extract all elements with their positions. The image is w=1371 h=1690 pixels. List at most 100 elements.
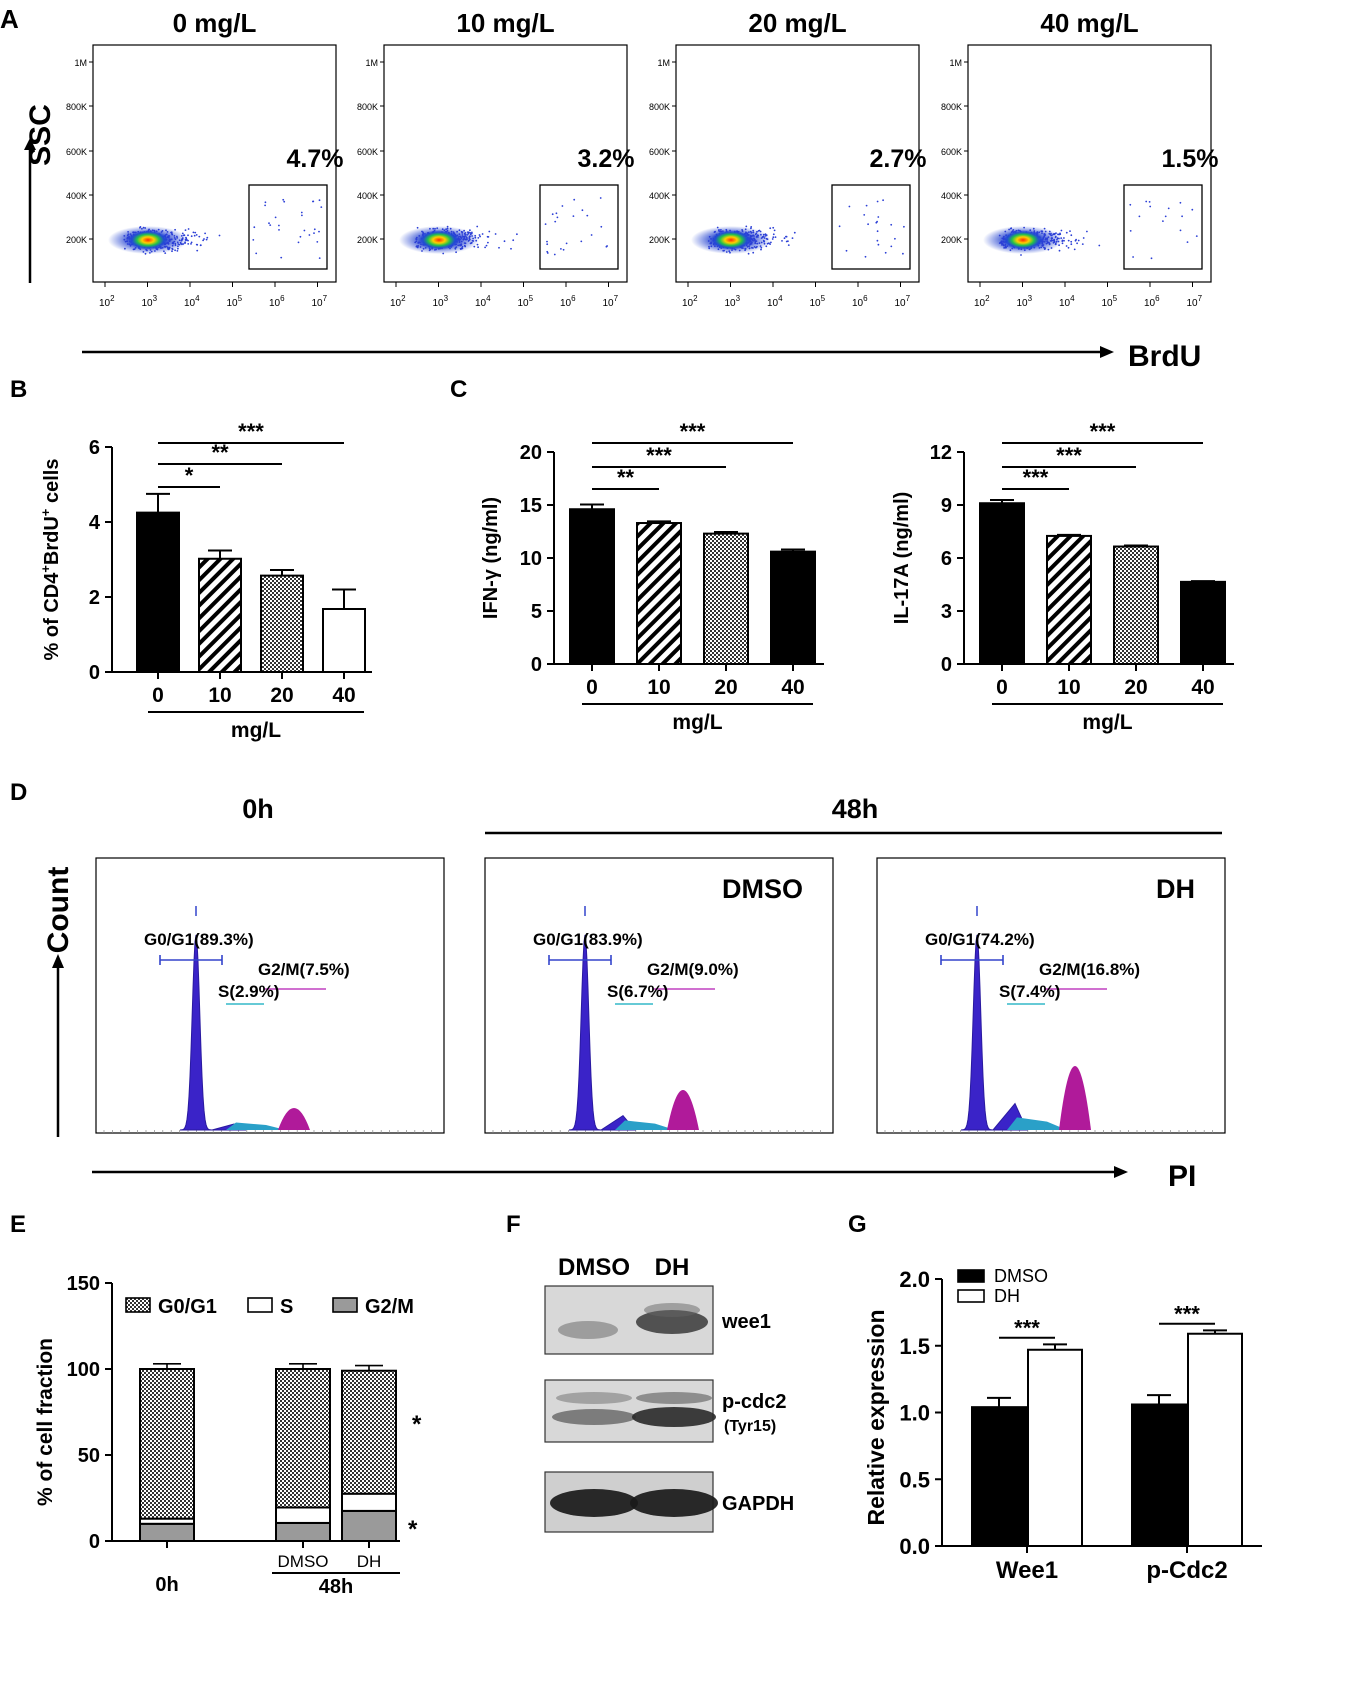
flow-event-dot bbox=[126, 240, 129, 243]
flow-gate-dot bbox=[320, 206, 323, 209]
flow-gate-dot bbox=[1164, 215, 1167, 218]
flow-event-dot bbox=[498, 246, 500, 249]
flow-event-dot bbox=[787, 244, 790, 247]
flow-event-dot bbox=[1054, 236, 1057, 239]
flow-event-dot bbox=[720, 229, 722, 231]
flow-event-dot bbox=[785, 235, 788, 238]
flow-gate bbox=[831, 184, 911, 270]
panel-d-ylabel: Count bbox=[42, 867, 75, 954]
flow-gate-dot bbox=[1181, 215, 1183, 218]
flow-event-dot bbox=[762, 233, 765, 236]
flow-event-dot bbox=[760, 246, 763, 249]
flow-x-tick-label: 103 bbox=[725, 294, 741, 309]
flow-event-dot bbox=[139, 226, 141, 229]
flow-event-dot bbox=[471, 235, 473, 237]
flow-event-dot bbox=[1040, 246, 1043, 249]
bar bbox=[1131, 1403, 1187, 1547]
flow-event-dot bbox=[750, 226, 753, 228]
y-axis-title: IL-17A (ng/ml) bbox=[891, 492, 913, 625]
flow-event-dot bbox=[126, 243, 129, 245]
flow-event-dot bbox=[774, 236, 777, 239]
flow-event-dot bbox=[791, 237, 794, 240]
flow-event-dot bbox=[708, 247, 711, 250]
flow-event-dot bbox=[1067, 246, 1070, 249]
flow-x-tick-label: 105 bbox=[810, 294, 826, 309]
flow-gate-dot bbox=[297, 241, 300, 244]
flow-x-tick-label: 102 bbox=[99, 294, 115, 309]
x-axis-title: mg/L bbox=[1082, 711, 1132, 734]
flow-gate-dot bbox=[1129, 230, 1132, 232]
y-tick-label: 0.0 bbox=[899, 1534, 930, 1559]
flow-event-dot bbox=[199, 244, 202, 247]
y-tick-label: 1.0 bbox=[899, 1401, 930, 1426]
flow-event-dot bbox=[1038, 231, 1041, 234]
flow-event-dot bbox=[445, 228, 447, 231]
legend-swatch bbox=[957, 1289, 985, 1303]
flow-event-dot bbox=[758, 229, 761, 232]
flow-event-dot bbox=[998, 234, 1001, 237]
flow-gate-dot bbox=[561, 205, 564, 207]
flow-event-dot bbox=[171, 232, 173, 235]
bar bbox=[770, 550, 816, 666]
legend-swatch bbox=[247, 1297, 273, 1313]
flow-gate-dot bbox=[1150, 257, 1153, 260]
panel-a-y-arrowhead bbox=[24, 138, 36, 150]
flow-x-tick-label: 106 bbox=[1144, 294, 1160, 309]
flow-event-dot bbox=[756, 242, 759, 245]
flow-event-dot bbox=[196, 249, 199, 252]
flow-event-dot bbox=[765, 245, 768, 248]
flow-x-tick-label: 104 bbox=[184, 294, 200, 309]
flow-event-dot bbox=[167, 247, 169, 249]
flow-event-dot bbox=[1038, 247, 1041, 249]
flow-event-dot bbox=[1054, 233, 1056, 235]
flow-y-tick-label: 800K bbox=[941, 102, 962, 112]
y-tick-label: 150 bbox=[67, 1273, 100, 1295]
s-label: S(7.4%) bbox=[999, 982, 1060, 1001]
y-tick-label: 2.0 bbox=[899, 1267, 930, 1292]
flow-gate-dot bbox=[283, 200, 286, 203]
stacked-segment bbox=[275, 1521, 331, 1542]
flow-event-dot bbox=[181, 238, 184, 240]
flow-event-dot bbox=[1067, 239, 1070, 242]
flow-event-dot bbox=[754, 233, 757, 236]
flow-event-dot bbox=[449, 227, 452, 230]
flow-event-dot bbox=[1043, 240, 1046, 243]
flow-event-dot bbox=[1001, 244, 1003, 246]
bar bbox=[260, 574, 304, 673]
flow-gate-percent: 3.2% bbox=[578, 145, 635, 173]
flow-event-dot bbox=[714, 230, 716, 233]
flow-event-dot bbox=[494, 233, 497, 235]
flow-gate-dot bbox=[845, 249, 848, 252]
flow-event-dot bbox=[133, 248, 136, 251]
flow-gate-dot bbox=[556, 216, 559, 219]
flow-event-dot bbox=[744, 247, 747, 250]
flow-event-dot bbox=[763, 240, 765, 243]
flow-gate-dot bbox=[1129, 203, 1132, 206]
flow-gate-dot bbox=[600, 225, 603, 228]
flow-event-dot bbox=[709, 242, 712, 245]
flow-gate-dot bbox=[301, 214, 303, 217]
flow-event-dot bbox=[471, 231, 473, 234]
flow-gate-dot bbox=[278, 224, 280, 227]
flow-y-tick-label: 600K bbox=[649, 147, 670, 157]
flow-event-dot bbox=[748, 247, 751, 250]
bar bbox=[636, 522, 682, 666]
flow-y-tick-label: 600K bbox=[941, 147, 962, 157]
significance-stars: *** bbox=[1174, 1302, 1200, 1327]
g0g1-label: G0/G1(74.2%) bbox=[925, 930, 1035, 949]
flow-event-dot bbox=[716, 226, 719, 229]
flow-event-dot bbox=[752, 247, 754, 249]
flow-event-dot bbox=[484, 246, 486, 249]
flow-event-dot bbox=[416, 246, 419, 249]
flow-event-dot bbox=[419, 246, 422, 248]
flow-gate-dot bbox=[890, 245, 893, 248]
flow-plot-frame bbox=[92, 44, 337, 283]
stacked-segment bbox=[275, 1368, 331, 1509]
x-tick-label: 40 bbox=[332, 684, 355, 707]
flow-gate-dot bbox=[300, 211, 303, 214]
flow-event-dot bbox=[463, 229, 465, 232]
flow-x-tick-label: 106 bbox=[269, 294, 285, 309]
flow-event-dot bbox=[1048, 243, 1051, 246]
flow-event-dot bbox=[416, 226, 419, 229]
bar bbox=[322, 608, 366, 673]
